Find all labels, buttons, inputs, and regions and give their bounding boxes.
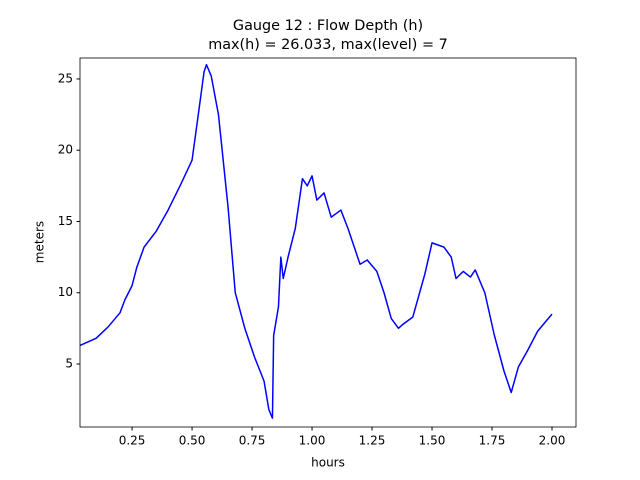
- y-tick-label: 25: [58, 71, 73, 85]
- x-tick-label: 0.25: [119, 434, 146, 448]
- data-line: [79, 63, 553, 419]
- chart-title: Gauge 12 : Flow Depth (h): [233, 18, 423, 34]
- x-tick-label: 1.00: [299, 434, 326, 448]
- chart-subtitle: max(h) = 26.033, max(level) = 7: [208, 37, 448, 53]
- y-axis-label: meters: [33, 221, 47, 263]
- plot-frame: [79, 57, 577, 428]
- y-tick-label: 10: [58, 285, 73, 299]
- x-tick-label: 1.75: [479, 434, 506, 448]
- x-tick-label: 1.50: [419, 434, 446, 448]
- x-tick-label: 2.00: [539, 434, 566, 448]
- y-tick-label: 5: [65, 357, 73, 371]
- x-tick-label: 0.75: [239, 434, 266, 448]
- x-axis-label: hours: [311, 456, 345, 470]
- x-tick-label: 0.50: [179, 434, 206, 448]
- x-tick-label: 1.25: [359, 434, 386, 448]
- y-tick-label: 20: [58, 143, 73, 157]
- y-tick-label: 15: [58, 214, 73, 228]
